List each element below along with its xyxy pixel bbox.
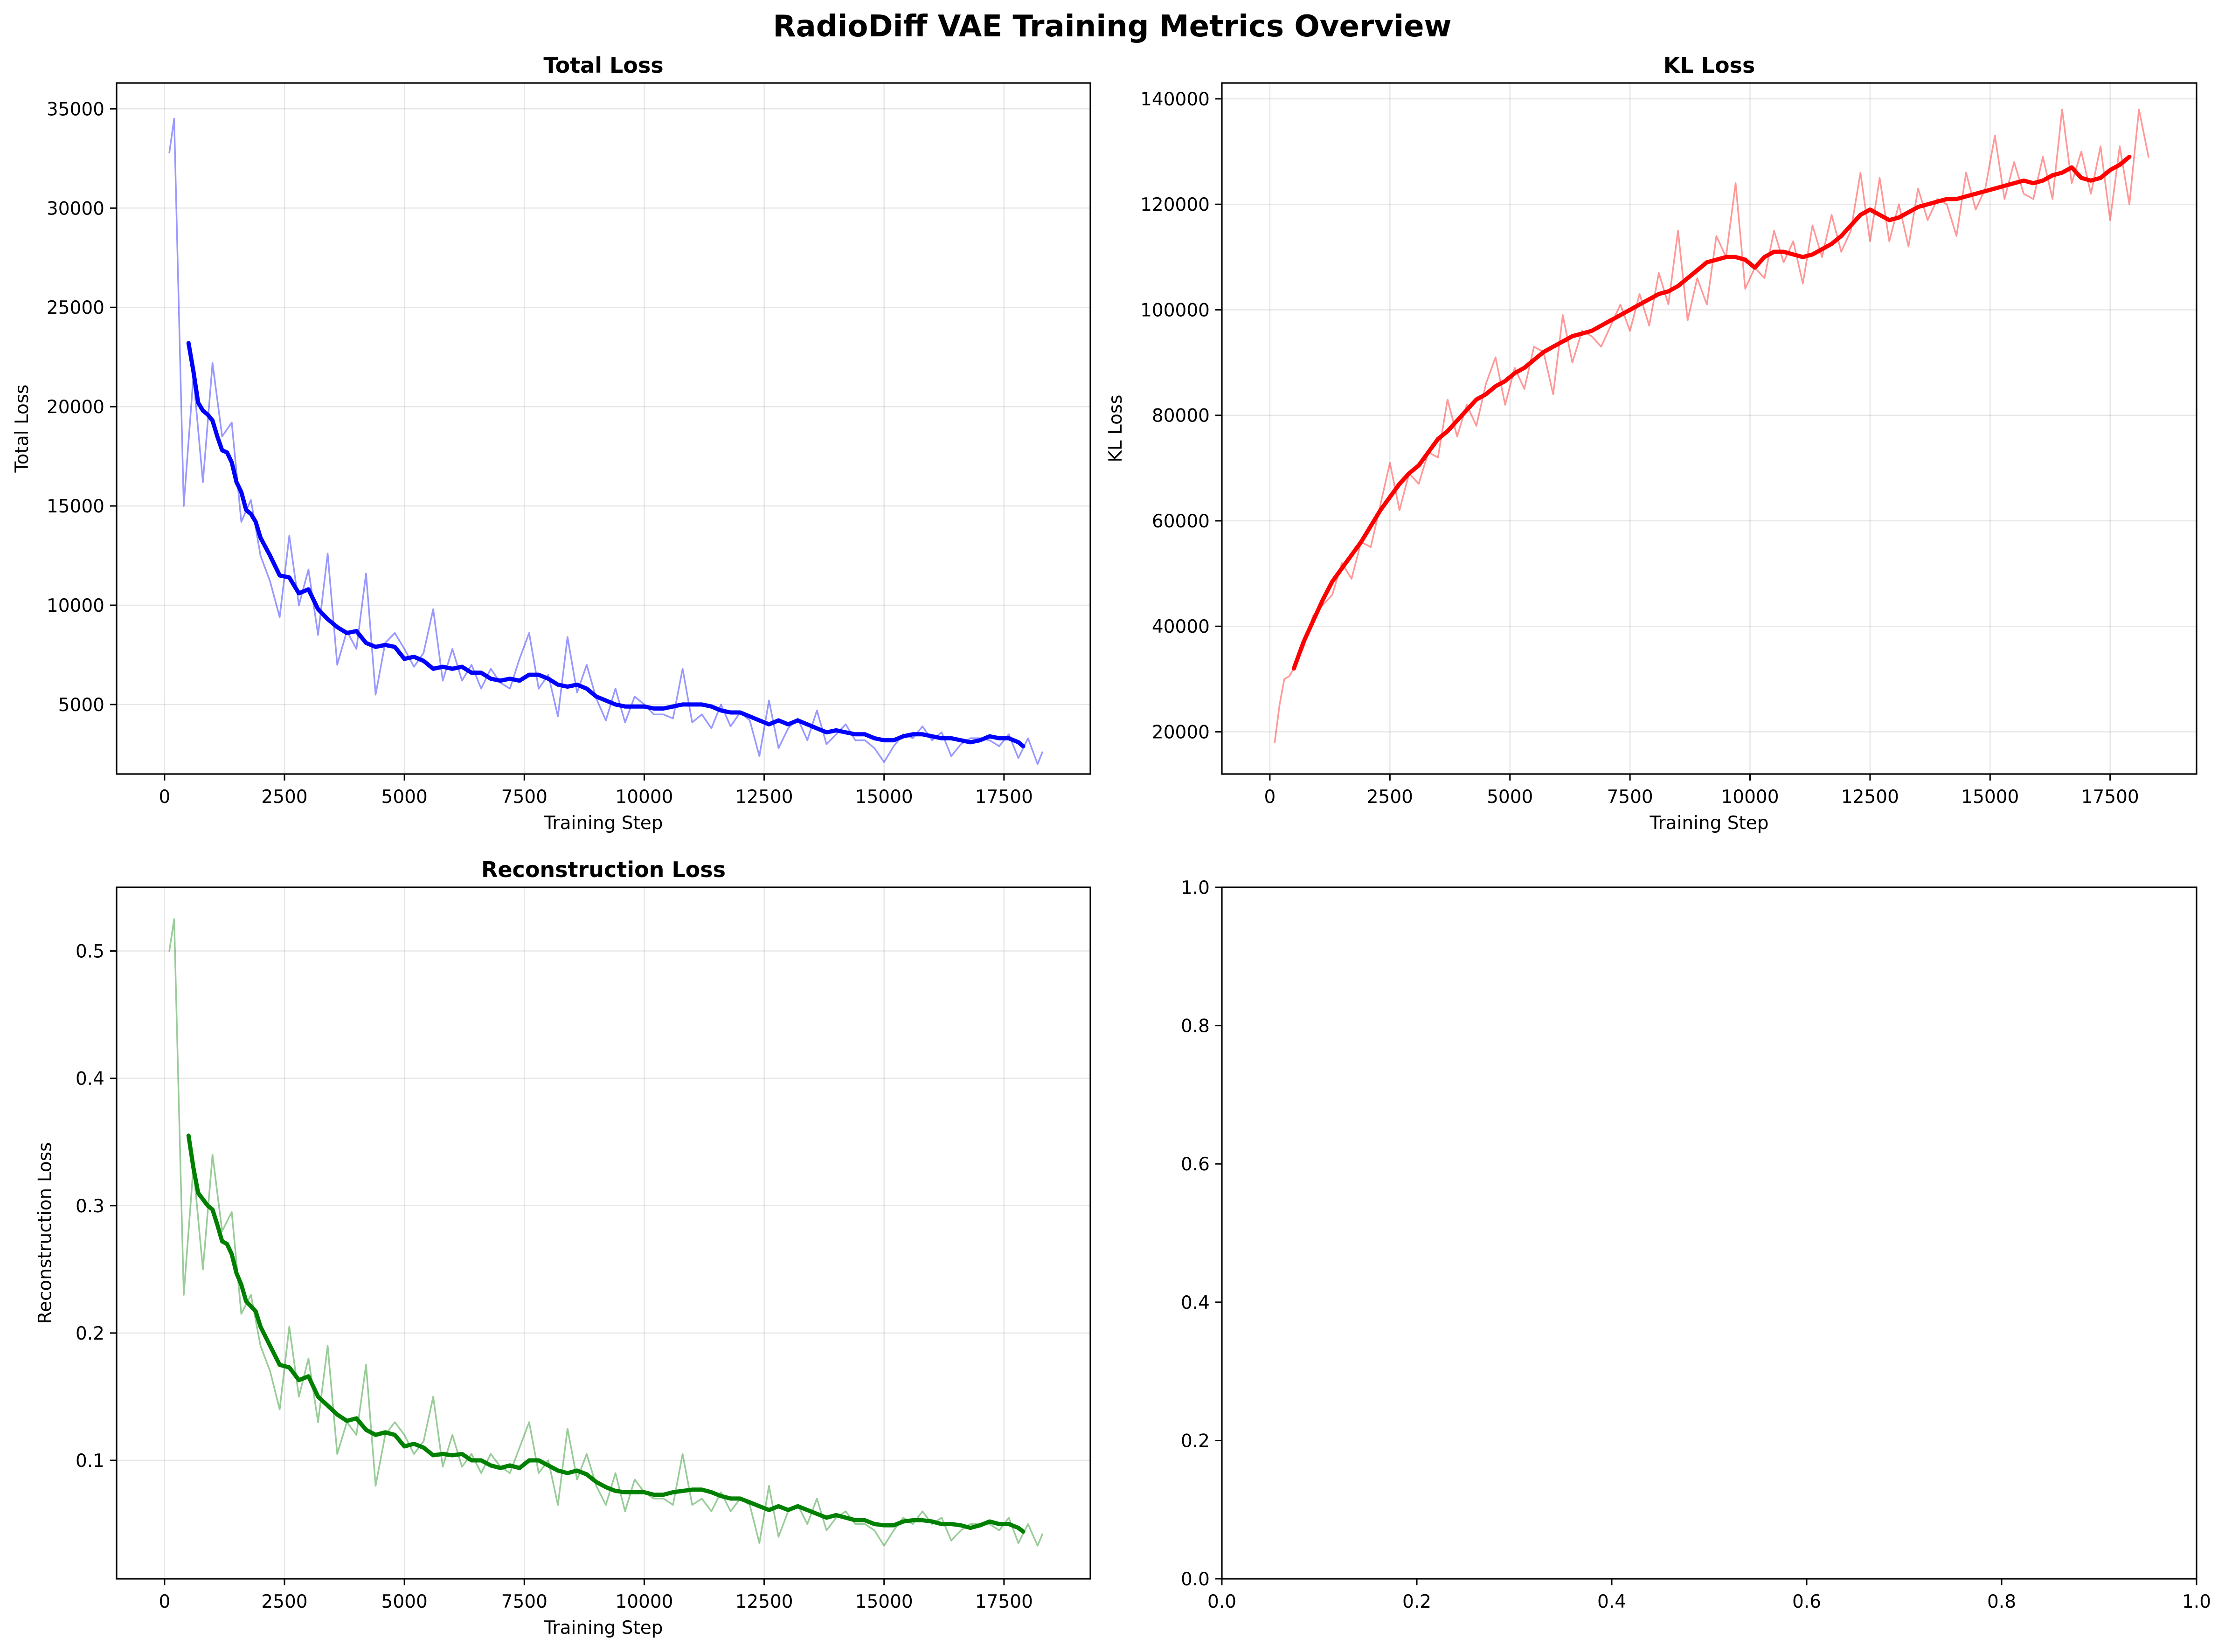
axes-frame (1221, 886, 2197, 1580)
y-tick-label: 0.1 (76, 1451, 104, 1472)
x-tick-label: 5000 (1487, 787, 1533, 808)
x-tick-label: 5000 (381, 1591, 428, 1612)
axes-frame (116, 82, 1091, 775)
x-tick-label: 17500 (2081, 787, 2139, 808)
x-tick-label: 10000 (615, 1591, 673, 1612)
subplot-title: Reconstruction Loss (481, 857, 726, 882)
x-tick-label: 7500 (501, 787, 548, 808)
x-axis-label: Training Step (543, 813, 663, 834)
x-tick-label: 12500 (735, 787, 793, 808)
y-tick-label: 0.8 (1181, 1016, 1210, 1037)
y-tick-label: 15000 (47, 496, 104, 517)
subplot-grid: 0 2500 5000 7500 10000 12500 15000 17500 5000 100… (12, 53, 2211, 1638)
y-tick-label: 0.6 (1181, 1154, 1210, 1175)
x-tick-label: 2500 (1367, 787, 1413, 808)
x-tick-label: 0.6 (1792, 1591, 1821, 1612)
y-tick-label: 120000 (1140, 194, 1210, 215)
x-tick-label: 0 (1264, 787, 1276, 808)
subplot-total: 0 2500 5000 7500 10000 12500 15000 17500 5000 100… (12, 53, 1091, 834)
x-tick-label: 12500 (1841, 787, 1899, 808)
y-tick-label: 5000 (58, 695, 104, 716)
x-tick-label: 7500 (1607, 787, 1653, 808)
series-line-smoothed (186, 1134, 1026, 1534)
subplot-empty: 0.0 0.2 0.4 0.6 0.8 1.0 0.0 0.2 0.4 0.6 0.8 1.0 (1181, 878, 2211, 1612)
y-tick-label: 30000 (47, 198, 104, 219)
x-tick-label: 15000 (855, 787, 913, 808)
series-line-raw (1274, 108, 2149, 743)
x-axis-label: Training Step (543, 1617, 663, 1638)
x-tick-label: 0.8 (1987, 1591, 2016, 1612)
y-tick-label: 0.0 (1181, 1569, 1210, 1590)
x-tick-label: 5000 (381, 787, 428, 808)
x-tick-label: 0.4 (1597, 1591, 1626, 1612)
y-tick-label: 1.0 (1181, 878, 1210, 899)
y-tick-label: 40000 (1152, 616, 1210, 637)
subplot-recon: 0 2500 5000 7500 10000 12500 15000 17500 0.1 0.2 0… (35, 857, 1091, 1638)
axes-frame (116, 886, 1091, 1580)
x-tick-label: 1.0 (2182, 1591, 2211, 1612)
y-tick-label: 60000 (1152, 511, 1210, 532)
y-tick-label: 10000 (47, 595, 104, 616)
figure-title: RadioDiff VAE Training Metrics Overview (773, 9, 1451, 44)
x-tick-label: 17500 (975, 787, 1033, 808)
x-tick-label: 15000 (855, 1591, 913, 1612)
y-tick-label: 0.3 (76, 1196, 104, 1217)
x-tick-label: 15000 (1961, 787, 2019, 808)
y-tick-label: 80000 (1152, 406, 1210, 427)
series-line-smoothed (1291, 154, 2132, 671)
subplot-kl: 0 2500 5000 7500 10000 12500 15000 17500 20000 40… (1105, 53, 2197, 834)
x-tick-label: 10000 (615, 787, 673, 808)
subplot-title: KL Loss (1664, 53, 1755, 78)
y-axis-label: Reconstruction Loss (35, 1142, 56, 1324)
y-tick-label: 0.4 (76, 1069, 104, 1090)
x-tick-label: 17500 (975, 1591, 1033, 1612)
y-tick-label: 0.2 (1181, 1431, 1210, 1452)
y-tick-label: 20000 (47, 397, 104, 418)
y-tick-label: 100000 (1140, 300, 1210, 321)
y-tick-label: 20000 (1152, 722, 1210, 743)
y-tick-label: 0.2 (76, 1323, 104, 1344)
series-line-smoothed (186, 341, 1026, 748)
y-tick-label: 0.5 (76, 941, 104, 962)
x-tick-label: 0.2 (1402, 1591, 1431, 1612)
y-tick-label: 25000 (47, 297, 104, 318)
x-tick-label: 7500 (501, 1591, 548, 1612)
y-tick-label: 140000 (1140, 89, 1210, 110)
y-tick-label: 0.4 (1181, 1293, 1210, 1313)
y-tick-label: 35000 (47, 99, 104, 120)
x-tick-label: 0.0 (1207, 1591, 1236, 1612)
x-tick-label: 0 (159, 787, 170, 808)
subplot-title: Total Loss (543, 53, 663, 78)
axes-frame (1221, 82, 2197, 775)
y-axis-label: KL Loss (1105, 394, 1126, 462)
x-tick-label: 2500 (261, 1591, 307, 1612)
x-tick-label: 2500 (261, 787, 307, 808)
x-tick-label: 0 (159, 1591, 170, 1612)
x-tick-label: 10000 (1721, 787, 1779, 808)
y-axis-label: Total Loss (12, 384, 33, 473)
x-tick-label: 12500 (735, 1591, 793, 1612)
x-axis-label: Training Step (1649, 813, 1768, 834)
